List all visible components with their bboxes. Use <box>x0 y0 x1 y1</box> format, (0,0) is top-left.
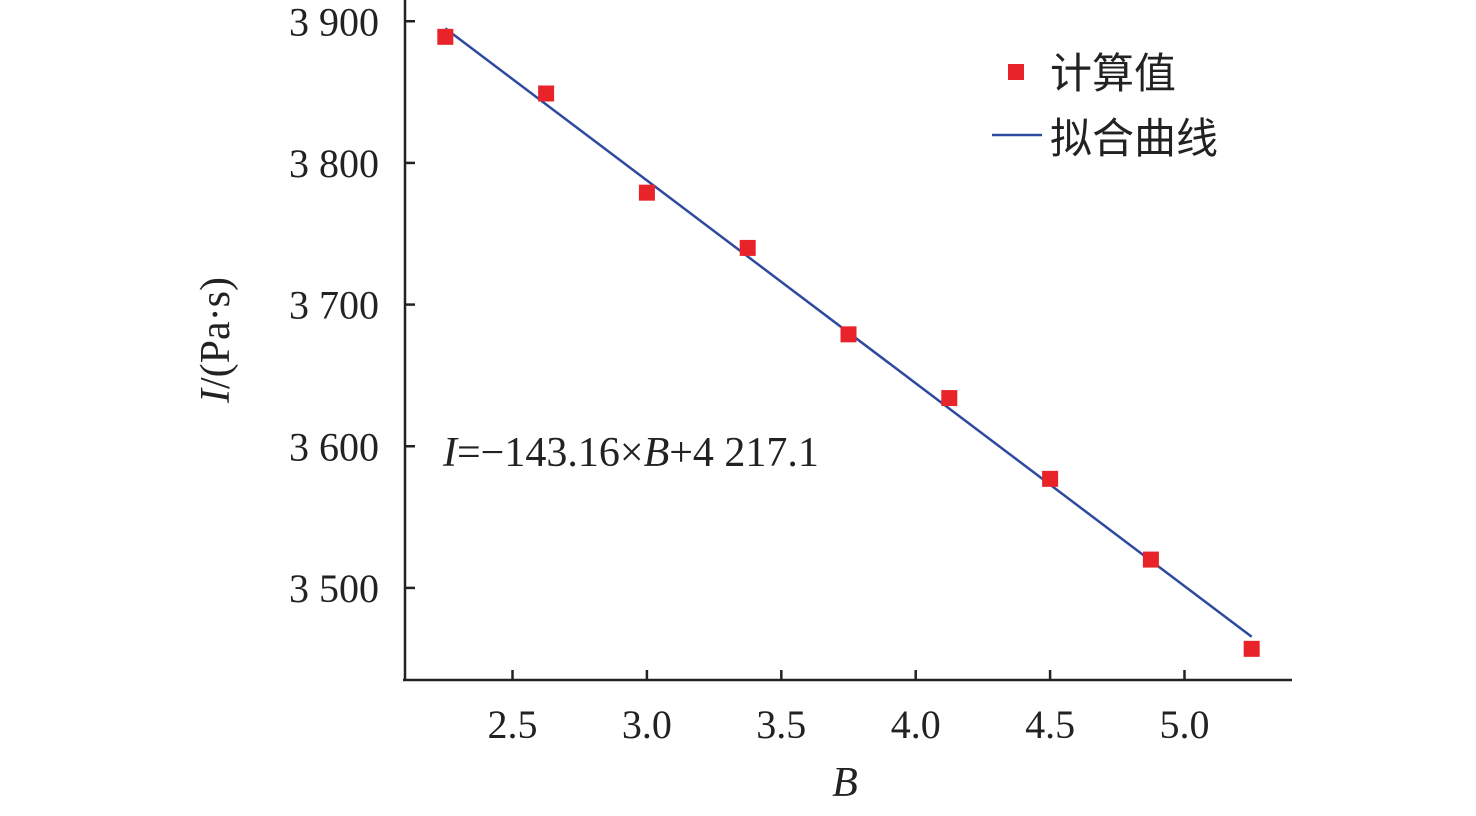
points-group <box>437 28 1260 657</box>
data-point <box>437 28 454 45</box>
data-point <box>538 85 555 102</box>
data-point <box>739 239 756 256</box>
x-ticks: 2.5 3.0 3.5 4.0 4.5 5.0 <box>488 670 1209 747</box>
y-tick-label: 3 900 <box>289 0 379 44</box>
x-tick-label: 5.0 <box>1159 702 1209 747</box>
y-ticks: 3 500 3 600 3 700 3 800 3 900 <box>289 0 415 611</box>
equation-var-b: B <box>644 430 670 476</box>
data-point <box>1243 640 1260 657</box>
fit-equation: I=−143.16×B+4 217.1 <box>442 430 819 476</box>
legend-label-line: 拟合曲线 <box>1050 114 1218 163</box>
equation-part-2: +4 217.1 <box>669 430 819 476</box>
data-point <box>840 326 857 343</box>
equation-part-1: =−143.16× <box>457 430 644 476</box>
data-point <box>941 390 958 407</box>
legend-label-scatter: 计算值 <box>1050 49 1176 98</box>
y-tick-label: 3 600 <box>289 424 379 469</box>
data-point <box>638 184 655 201</box>
data-point <box>1142 551 1159 568</box>
x-tick-label: 3.0 <box>622 702 672 747</box>
x-axis-title: B <box>832 760 858 806</box>
y-axis-title-var: I <box>193 387 239 404</box>
legend-marker-scatter <box>1008 64 1024 80</box>
legend: 计算值 拟合曲线 <box>992 49 1218 163</box>
y-tick-label: 3 800 <box>289 141 379 186</box>
y-axis-title-unit: /(Pa·s) <box>193 277 239 389</box>
x-tick-label: 4.0 <box>891 702 941 747</box>
y-tick-label: 3 500 <box>289 566 379 611</box>
x-tick-label: 3.5 <box>756 702 806 747</box>
data-point <box>1042 470 1059 487</box>
equation-var-i: I <box>442 430 459 476</box>
x-tick-label: 2.5 <box>488 702 538 747</box>
x-tick-label: 4.5 <box>1025 702 1075 747</box>
y-tick-label: 3 700 <box>289 283 379 328</box>
y-axis-title: I/(Pa·s) <box>193 277 239 404</box>
